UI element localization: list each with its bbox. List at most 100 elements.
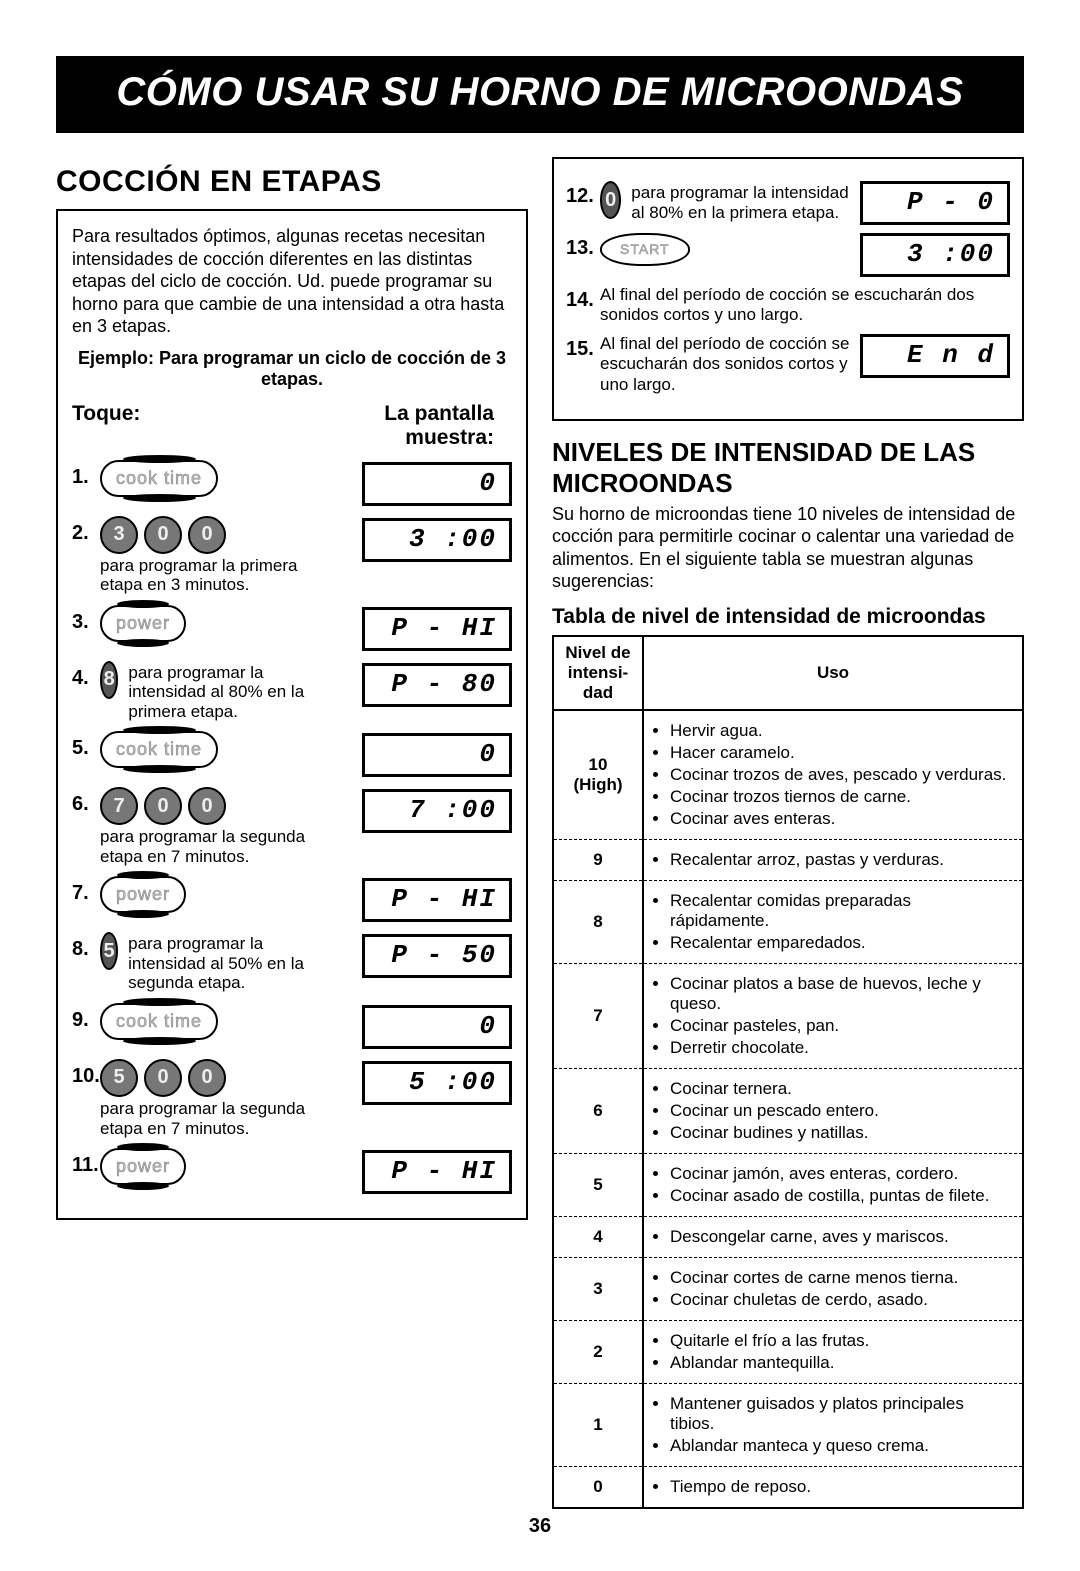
start-button-icon: START <box>600 233 690 266</box>
two-column-layout: COCCIÓN EN ETAPAS Para resultados óptimo… <box>56 157 1024 1509</box>
step-touch: 8para programar la intensidad al 80% en … <box>100 661 310 722</box>
step-display-cell: P - 80 <box>310 661 512 707</box>
step-number: 12. <box>566 181 600 208</box>
step-display-cell: 3 :00 <box>310 516 512 562</box>
list-item: Cocinar aves enteras. <box>670 809 1012 829</box>
step-display-cell: 0 <box>310 1003 512 1049</box>
cook-time-button-icon: cook time <box>100 1003 218 1040</box>
digit-button-icon: 0 <box>144 516 182 554</box>
step-number: 13. <box>566 233 600 260</box>
list-item: Ablandar mantequilla. <box>670 1353 1012 1373</box>
left-column: COCCIÓN EN ETAPAS Para resultados óptimo… <box>56 157 528 1509</box>
step-number: 15. <box>566 334 600 361</box>
table-row: 7Cocinar platos a base de huevos, leche … <box>553 963 1023 1068</box>
step-number: 10. <box>72 1059 100 1088</box>
use-list: Tiempo de reposo. <box>654 1477 1012 1497</box>
step-row: 9.cook time 0 <box>72 1003 512 1049</box>
step-touch: power <box>100 1148 310 1185</box>
step-display-cell: P - HI <box>310 876 512 922</box>
step-mid: 0 para programar la intensidad al 80% en … <box>600 181 860 222</box>
digit-sequence: 300 <box>100 516 310 554</box>
lcd-display: P - 0 <box>860 181 1010 225</box>
intensity-level-cell: 4 <box>553 1216 643 1257</box>
step-row: 12.0 para programar la intensidad al 80% … <box>566 181 1010 225</box>
step-row: 4.8para programar la intensidad al 80% e… <box>72 661 512 722</box>
step-row: 13.START 3 :00 <box>566 233 1010 277</box>
display-header: La pantalla muestra: <box>292 402 512 450</box>
digit-button-icon: 5 <box>100 1059 138 1097</box>
step-row: 1.cook time0 <box>72 460 512 506</box>
list-item: Ablandar manteca y queso crema. <box>670 1436 1012 1456</box>
page-title-banner: CÓMO USAR SU HORNO DE MICROONDAS <box>56 56 1024 133</box>
steps-continued-box: 12.0 para programar la intensidad al 80% … <box>552 157 1024 421</box>
step-number: 6. <box>72 787 100 816</box>
intensity-levels-heading: NIVELES DE INTENSIDAD DE LAS MICROONDAS <box>552 437 1024 499</box>
step-note: para programar la intensidad al 80% en l… <box>631 183 850 222</box>
step-display-cell: 0 <box>310 731 512 777</box>
step-touch: cook time <box>100 731 310 768</box>
left-steps-list: 1.cook time0 2.300para programar la prime… <box>72 460 512 1195</box>
use-list: Mantener guisados y platos principales t… <box>654 1394 1012 1456</box>
lcd-display: P - HI <box>362 1150 512 1194</box>
list-item: Recalentar emparedados. <box>670 933 1012 953</box>
step-column-headers: Toque: La pantalla muestra: <box>72 402 512 450</box>
lcd-display: 0 <box>362 462 512 506</box>
step-number: 8. <box>72 932 100 961</box>
step-number: 9. <box>72 1003 100 1032</box>
step-row: 2.300para programar la primera etapa en … <box>72 516 512 595</box>
lcd-display: 7 :00 <box>362 789 512 833</box>
intensity-level-cell: 8 <box>553 880 643 963</box>
intensity-use-cell: Tiempo de reposo. <box>643 1466 1023 1508</box>
digit-button-icon: 0 <box>600 181 621 219</box>
lcd-display: 3 :00 <box>362 518 512 562</box>
list-item: Hacer caramelo. <box>670 743 1012 763</box>
step-row: 8.5para programar la intensidad al 50% e… <box>72 932 512 993</box>
step-touch: power <box>100 876 310 913</box>
step-text: Al final del período de cocción se escuc… <box>600 285 1000 326</box>
step-note: para programar la segunda etapa en 7 min… <box>100 1099 310 1138</box>
step-touch: 300para programar la primera etapa en 3 … <box>100 516 310 595</box>
step-note: para programar la intensidad al 80% en l… <box>128 663 310 722</box>
step-row: 15.Al final del período de cocción se es… <box>566 334 1010 395</box>
list-item: Hervir agua. <box>670 721 1012 741</box>
table-row: 2Quitarle el frío a las frutas.Ablandar … <box>553 1320 1023 1383</box>
intensity-level-cell: 3 <box>553 1257 643 1320</box>
step-display-cell: P - HI <box>310 605 512 651</box>
lcd-display: 5 :00 <box>362 1061 512 1105</box>
intensity-level-cell: 5 <box>553 1153 643 1216</box>
step-touch: 500para programar la segunda etapa en 7 … <box>100 1059 310 1138</box>
list-item: Tiempo de reposo. <box>670 1477 1012 1497</box>
intensity-use-cell: Cocinar ternera.Cocinar un pescado enter… <box>643 1068 1023 1153</box>
power-button-icon: power <box>100 876 186 913</box>
intensity-level-cell: 6 <box>553 1068 643 1153</box>
use-list: Cocinar jamón, aves enteras, cordero.Coc… <box>654 1164 1012 1206</box>
step-number: 14. <box>566 285 600 312</box>
step-number: 2. <box>72 516 100 545</box>
step-mid: Al final del período de cocción se escuc… <box>600 334 860 395</box>
page: CÓMO USAR SU HORNO DE MICROONDAS COCCIÓN… <box>0 0 1080 1558</box>
use-list: Cocinar platos a base de huevos, leche y… <box>654 974 1012 1058</box>
table-row: 9Recalentar arroz, pastas y verduras. <box>553 839 1023 880</box>
lcd-display: 0 <box>362 1005 512 1049</box>
step-display-cell: 3 :00 <box>860 233 1010 277</box>
right-column: 12.0 para programar la intensidad al 80% … <box>552 157 1024 1509</box>
digit-button-icon: 7 <box>100 787 138 825</box>
step-text: Al final del período de cocción se escuc… <box>600 334 850 395</box>
step-display-cell: 0 <box>310 460 512 506</box>
digit-button-icon: 0 <box>144 787 182 825</box>
lcd-display: P - 50 <box>362 934 512 978</box>
intensity-use-cell: Hervir agua.Hacer caramelo.Cocinar trozo… <box>643 710 1023 840</box>
step-note: para programar la segunda etapa en 7 min… <box>100 827 310 866</box>
step-row: 7.powerP - HI <box>72 876 512 922</box>
step-note: para programar la primera etapa en 3 min… <box>100 556 310 595</box>
step-display-cell: 7 :00 <box>310 787 512 833</box>
lcd-display: 0 <box>362 733 512 777</box>
intensity-table-header-level: Nivel de intensi-dad <box>553 636 643 710</box>
step-display-cell: P - HI <box>310 1148 512 1194</box>
step-number: 3. <box>72 605 100 634</box>
list-item: Cocinar trozos de aves, pescado y verdur… <box>670 765 1012 785</box>
digit-button-icon: 5 <box>100 932 118 970</box>
list-item: Cocinar cortes de carne menos tierna. <box>670 1268 1012 1288</box>
page-number: 36 <box>56 1515 1024 1538</box>
intensity-table-header-use: Uso <box>643 636 1023 710</box>
